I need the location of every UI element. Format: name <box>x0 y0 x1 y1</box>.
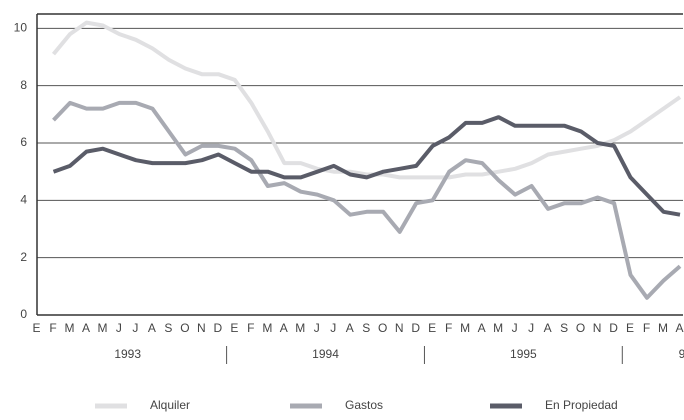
x-tick-label: F <box>445 321 453 335</box>
data-line <box>52 115 681 217</box>
year-label: 1995 <box>510 347 537 361</box>
year-label: 96 <box>679 347 684 361</box>
x-tick-label: D <box>609 321 619 335</box>
x-tick-label: A <box>346 321 355 335</box>
x-tick-label: J <box>512 321 519 335</box>
y-tick-label: 10 <box>14 21 28 35</box>
x-tick-label: F <box>49 321 57 335</box>
data-line <box>51 20 682 180</box>
y-tick-label: 6 <box>20 135 27 149</box>
x-tick-label: F <box>247 321 255 335</box>
x-tick-label: O <box>576 321 586 335</box>
y-tick-label: 4 <box>20 193 27 207</box>
x-tick-label: S <box>164 321 173 335</box>
x-tick-label: E <box>32 321 41 335</box>
x-tick-label: J <box>314 321 321 335</box>
x-tick-label: J <box>330 321 337 335</box>
x-tick-label: E <box>626 321 635 335</box>
legend-label: Alquiler <box>150 398 190 412</box>
y-tick-label: 2 <box>20 250 27 264</box>
x-tick-label: A <box>478 321 487 335</box>
x-tick-label: D <box>411 321 421 335</box>
x-tick-label: M <box>295 321 306 335</box>
x-tick-label: M <box>97 321 108 335</box>
x-tick-label: M <box>493 321 504 335</box>
x-tick-label: M <box>460 321 471 335</box>
x-tick-label: O <box>378 321 388 335</box>
x-tick-label: A <box>675 321 684 335</box>
x-tick-label: E <box>230 321 239 335</box>
x-tick-label: N <box>593 321 603 335</box>
x-tick-label: A <box>280 321 289 335</box>
x-tick-label: S <box>362 321 371 335</box>
year-label: 1994 <box>312 347 339 361</box>
year-label: 1993 <box>114 347 141 361</box>
x-tick-label: O <box>180 321 190 335</box>
x-tick-label: A <box>82 321 91 335</box>
x-tick-label: J <box>528 321 535 335</box>
x-tick-label: M <box>262 321 273 335</box>
x-tick-label: N <box>197 321 207 335</box>
x-tick-label: M <box>658 321 669 335</box>
x-tick-label: M <box>64 321 75 335</box>
x-tick-label: A <box>148 321 157 335</box>
y-tick-label: 8 <box>20 78 27 92</box>
legend-label: Gastos <box>345 398 383 412</box>
x-tick-label: D <box>214 321 224 335</box>
x-tick-label: E <box>428 321 437 335</box>
x-tick-label: J <box>116 321 123 335</box>
y-tick-label: 0 <box>20 307 27 321</box>
data-line <box>52 100 682 300</box>
x-tick-label: A <box>544 321 553 335</box>
x-tick-label: S <box>560 321 569 335</box>
x-tick-label: F <box>643 321 651 335</box>
x-tick-label: J <box>132 321 139 335</box>
x-tick-label: N <box>395 321 405 335</box>
legend-label: En Propiedad <box>545 398 618 412</box>
